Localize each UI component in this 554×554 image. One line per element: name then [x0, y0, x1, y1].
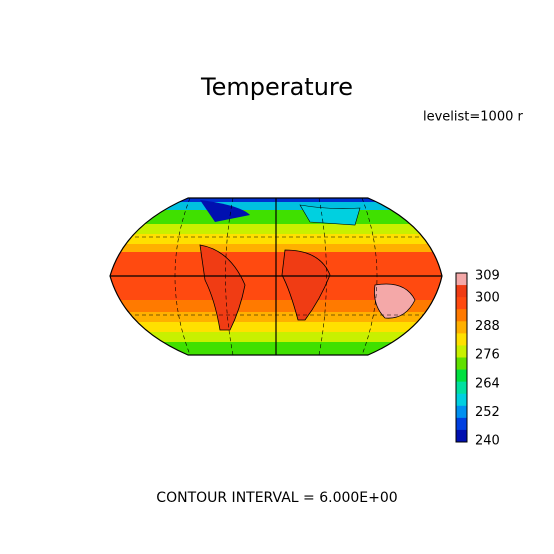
colorbar-band [456, 297, 467, 310]
colorbar-band [456, 357, 467, 371]
colorbar-band [456, 429, 467, 443]
colorbar-label: 264 [475, 376, 500, 391]
colorbar-label: 240 [475, 434, 500, 449]
colorbar-label: 252 [475, 405, 500, 420]
colorbar-band [456, 393, 467, 407]
map-outline [109, 197, 443, 356]
colorbar-label: 300 [475, 291, 500, 306]
colorbar-band [456, 417, 467, 431]
title: Temperature [200, 73, 353, 101]
colorbar-band [456, 369, 467, 383]
colorbar-band [456, 381, 467, 395]
colorbar-band [456, 405, 467, 419]
colorbar-band [456, 285, 467, 298]
colorbar-frame [455, 272, 468, 443]
colorbar-label: 276 [475, 348, 500, 363]
colorbar: 309 300 288 276 264 252 240 [455, 269, 500, 449]
colorbar-band [456, 309, 467, 322]
colorbar-band [456, 273, 467, 286]
colorbar-label: 288 [475, 319, 500, 334]
colorbar-label: 309 [475, 269, 500, 284]
colorbar-band [456, 333, 467, 346]
footer: CONTOUR INTERVAL = 6.000E+00 [156, 490, 397, 506]
map [110, 198, 442, 355]
colorbar-band [456, 321, 467, 334]
subtitle: levelist=1000 r [423, 110, 524, 125]
colorbar-band [456, 345, 467, 358]
